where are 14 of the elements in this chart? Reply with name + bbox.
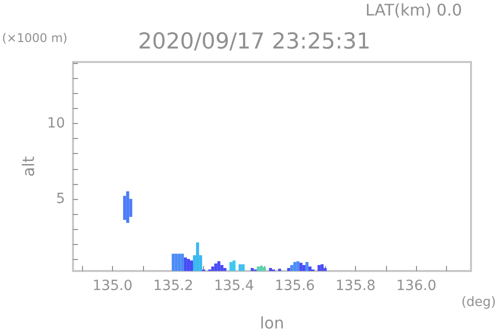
x-tick-label: 135.6 (274, 278, 315, 294)
x-tick-label: 135.4 (214, 278, 254, 294)
x-tick-label: 135.2 (153, 278, 194, 294)
chart-title: 2020/09/17 23:25:31 (138, 30, 371, 54)
text: LAT(km) 0.0 (365, 0, 462, 20)
y-tick-label: 5 (56, 190, 65, 207)
y-axis-title: alt (18, 156, 38, 177)
x-tick-label: 135.0 (92, 278, 133, 294)
text: (deg) (461, 295, 496, 310)
y-tick-label: 10 (47, 116, 65, 132)
x-tick-label: 136.0 (396, 278, 436, 294)
x-tick-label: 135.8 (336, 278, 376, 294)
text: (×1000 m) (2, 31, 68, 45)
x-axis-title: lon (260, 314, 284, 332)
